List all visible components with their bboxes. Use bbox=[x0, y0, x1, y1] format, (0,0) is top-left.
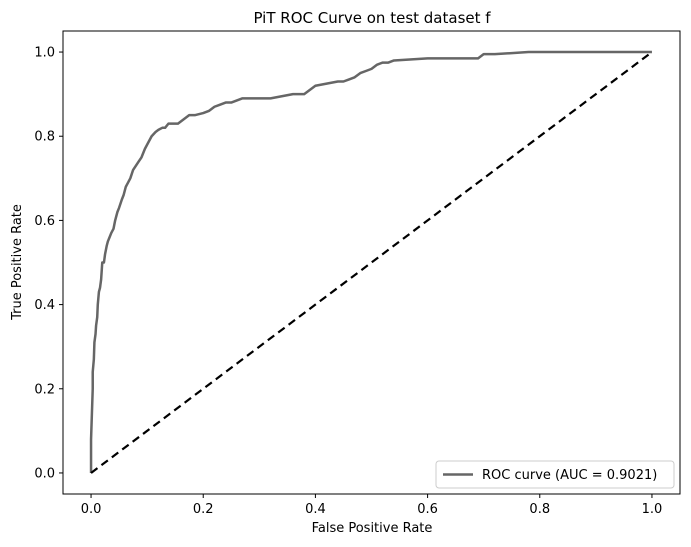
y-tick-label: 1.0 bbox=[34, 46, 55, 61]
x-tick-label: 0.0 bbox=[81, 502, 102, 517]
y-tick-label: 0.8 bbox=[34, 130, 55, 145]
x-axis-ticks: 0.0 0.2 0.4 0.6 0.8 1.0 bbox=[81, 494, 663, 517]
chart-title: PiT ROC Curve on test dataset f bbox=[253, 9, 491, 27]
y-tick-label: 0.0 bbox=[34, 466, 55, 481]
x-tick-label: 1.0 bbox=[642, 502, 663, 517]
y-tick-label: 0.6 bbox=[34, 214, 55, 229]
x-tick-label: 0.8 bbox=[529, 502, 550, 517]
y-tick-label: 0.2 bbox=[34, 382, 55, 397]
legend: ROC curve (AUC = 0.9021) bbox=[435, 460, 675, 489]
x-tick-label: 0.2 bbox=[193, 502, 214, 517]
roc-curve-line bbox=[89, 50, 652, 473]
y-axis-label: True Positive Rate bbox=[10, 204, 25, 321]
plot-area: 0.0 0.2 0.4 0.6 0.8 1.0 0.0 0.2 0.4 0.6 0.8 1.0 bbox=[34, 30, 681, 517]
x-tick-label: 0.6 bbox=[417, 502, 438, 517]
y-axis-ticks: 0.0 0.2 0.4 0.6 0.8 1.0 bbox=[34, 46, 63, 481]
legend-box bbox=[435, 460, 675, 489]
y-tick-label: 0.4 bbox=[34, 298, 55, 313]
x-tick-label: 0.4 bbox=[305, 502, 326, 517]
series-layer bbox=[89, 50, 653, 474]
x-axis-label: False Positive Rate bbox=[312, 521, 433, 536]
legend-label: ROC curve (AUC = 0.9021) bbox=[482, 468, 657, 483]
